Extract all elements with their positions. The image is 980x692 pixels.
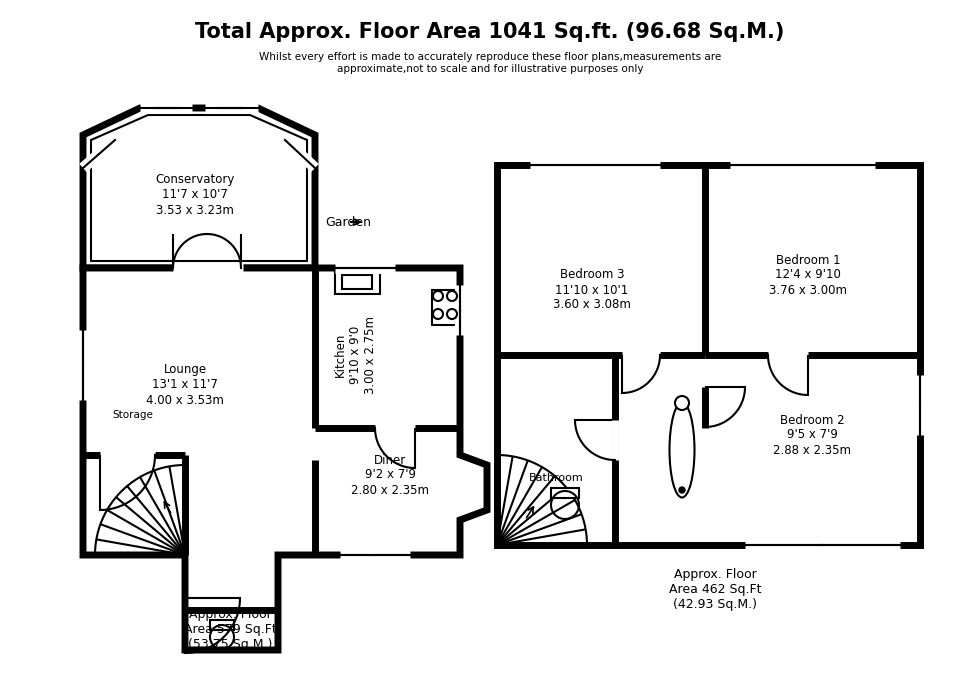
Text: Conservatory
11'7 x 10'7
3.53 x 3.23m: Conservatory 11'7 x 10'7 3.53 x 3.23m xyxy=(155,174,234,217)
Text: Bedroom 1
12'4 x 9'10
3.76 x 3.00m: Bedroom 1 12'4 x 9'10 3.76 x 3.00m xyxy=(769,253,847,296)
Ellipse shape xyxy=(669,403,695,498)
Polygon shape xyxy=(83,268,487,650)
Bar xyxy=(210,620,234,630)
Text: Lounge
13'1 x 11'7
4.00 x 3.53m: Lounge 13'1 x 11'7 4.00 x 3.53m xyxy=(146,363,224,406)
Text: Approx. Floor
Area 462 Sq.Ft
(42.93 Sq.M.): Approx. Floor Area 462 Sq.Ft (42.93 Sq.M… xyxy=(668,568,761,611)
Polygon shape xyxy=(497,165,920,545)
Text: Garden: Garden xyxy=(325,215,371,228)
Text: Kitchen
9'10 x 9'0
3.00 x 2.75m: Kitchen 9'10 x 9'0 3.00 x 2.75m xyxy=(333,316,376,394)
Text: Bedroom 2
9'5 x 7'9
2.88 x 2.35m: Bedroom 2 9'5 x 7'9 2.88 x 2.35m xyxy=(773,414,851,457)
Text: Bedroom 3
11'10 x 10'1
3.60 x 3.08m: Bedroom 3 11'10 x 10'1 3.60 x 3.08m xyxy=(553,268,631,311)
Text: Approx. Floor
Area 579 Sq.Ft
(53.75 Sq.M.): Approx. Floor Area 579 Sq.Ft (53.75 Sq.M… xyxy=(183,608,276,651)
Circle shape xyxy=(679,487,685,493)
Ellipse shape xyxy=(675,396,689,410)
Text: Total Approx. Floor Area 1041 Sq.ft. (96.68 Sq.M.): Total Approx. Floor Area 1041 Sq.ft. (96… xyxy=(195,22,785,42)
Bar xyxy=(335,272,380,294)
Polygon shape xyxy=(83,108,315,268)
Bar xyxy=(432,290,460,325)
Text: Storage: Storage xyxy=(113,410,154,420)
Text: Whilst every effort is made to accurately reproduce these floor plans,measuremen: Whilst every effort is made to accuratel… xyxy=(259,52,721,73)
Bar xyxy=(551,488,579,498)
Bar xyxy=(342,275,372,289)
Text: Bathroom: Bathroom xyxy=(528,473,583,483)
Text: Diner
9'2 x 7'9
2.80 x 2.35m: Diner 9'2 x 7'9 2.80 x 2.35m xyxy=(351,453,429,496)
